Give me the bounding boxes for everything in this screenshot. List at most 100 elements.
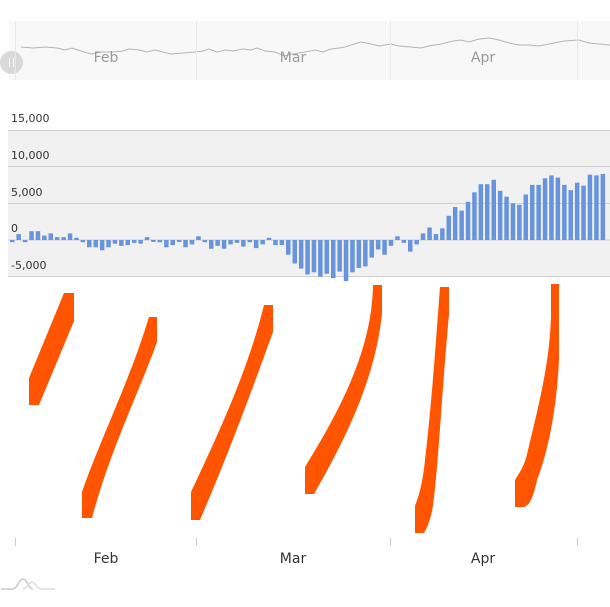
- bar[interactable]: [459, 210, 464, 240]
- bar[interactable]: [427, 227, 432, 241]
- bar[interactable]: [16, 234, 21, 240]
- bar[interactable]: [67, 233, 73, 240]
- bar[interactable]: [485, 184, 490, 240]
- bar[interactable]: [343, 240, 349, 282]
- bar[interactable]: [594, 175, 599, 240]
- bar[interactable]: [209, 240, 214, 249]
- bar[interactable]: [228, 240, 233, 245]
- bar[interactable]: [298, 240, 304, 269]
- bar[interactable]: [266, 237, 272, 240]
- bar[interactable]: [176, 240, 182, 242]
- bar[interactable]: [401, 240, 407, 243]
- bar[interactable]: [555, 177, 561, 240]
- amcharts-logo-icon[interactable]: [1, 575, 56, 595]
- bar[interactable]: [542, 178, 548, 240]
- bar[interactable]: [183, 240, 188, 248]
- bar[interactable]: [587, 174, 593, 240]
- bar[interactable]: [29, 231, 34, 240]
- bar[interactable]: [234, 240, 240, 243]
- bar[interactable]: [112, 240, 118, 244]
- bar[interactable]: [465, 201, 471, 240]
- bar[interactable]: [311, 240, 317, 273]
- bar[interactable]: [510, 203, 516, 240]
- bar[interactable]: [388, 240, 394, 246]
- bar[interactable]: [286, 240, 291, 255]
- bar[interactable]: [61, 237, 66, 240]
- bar[interactable]: [42, 235, 47, 240]
- bar[interactable]: [600, 173, 606, 240]
- bar[interactable]: [530, 184, 535, 240]
- bar[interactable]: [478, 184, 484, 240]
- x-label-apr: Apr: [470, 551, 496, 567]
- bar[interactable]: [138, 240, 143, 244]
- bar[interactable]: [48, 233, 54, 240]
- scrollbar-grip-icon[interactable]: [0, 51, 23, 74]
- bar[interactable]: [279, 240, 285, 246]
- bar[interactable]: [157, 240, 163, 243]
- bar[interactable]: [241, 240, 246, 247]
- bar[interactable]: [472, 192, 477, 240]
- bar[interactable]: [350, 240, 355, 273]
- bar[interactable]: [22, 240, 28, 243]
- bar[interactable]: [221, 240, 227, 249]
- bar[interactable]: [144, 237, 150, 240]
- bar[interactable]: [189, 240, 195, 245]
- bar[interactable]: [549, 175, 554, 240]
- bar[interactable]: [446, 215, 452, 240]
- bar[interactable]: [452, 207, 458, 240]
- bar[interactable]: [433, 234, 439, 240]
- bar[interactable]: [10, 240, 15, 243]
- x-tick: [577, 538, 578, 546]
- bar[interactable]: [253, 240, 259, 249]
- bar[interactable]: [420, 233, 426, 240]
- bar[interactable]: [292, 240, 298, 264]
- bar[interactable]: [369, 240, 375, 258]
- bar[interactable]: [581, 185, 586, 240]
- bar[interactable]: [337, 240, 342, 272]
- bar[interactable]: [497, 190, 503, 240]
- bar[interactable]: [74, 237, 79, 240]
- bar[interactable]: [491, 179, 497, 240]
- bar[interactable]: [382, 240, 387, 255]
- bar[interactable]: [536, 184, 541, 240]
- bar[interactable]: [54, 237, 60, 240]
- bar[interactable]: [93, 240, 99, 248]
- bar[interactable]: [215, 240, 220, 246]
- bar[interactable]: [440, 228, 445, 240]
- bar[interactable]: [80, 240, 86, 243]
- bar[interactable]: [132, 240, 137, 243]
- bar[interactable]: [574, 182, 580, 240]
- bar[interactable]: [408, 240, 413, 252]
- bar[interactable]: [356, 240, 362, 268]
- bar[interactable]: [87, 240, 92, 248]
- bar[interactable]: [151, 240, 156, 242]
- bar[interactable]: [414, 240, 419, 245]
- bar[interactable]: [202, 240, 208, 243]
- bar[interactable]: [170, 240, 176, 246]
- bar[interactable]: [273, 240, 278, 246]
- bar[interactable]: [331, 240, 336, 279]
- bar[interactable]: [305, 240, 310, 275]
- scrollbar-label-mar: Mar: [279, 50, 307, 66]
- bar[interactable]: [318, 240, 323, 277]
- gridline-15000: [8, 130, 610, 131]
- bar[interactable]: [324, 240, 330, 274]
- bar[interactable]: [35, 231, 41, 240]
- bar[interactable]: [523, 194, 529, 241]
- bar[interactable]: [196, 236, 201, 240]
- bar[interactable]: [164, 240, 169, 248]
- bar[interactable]: [568, 190, 574, 240]
- bar[interactable]: [260, 240, 265, 245]
- bar[interactable]: [375, 240, 381, 250]
- bar[interactable]: [125, 240, 131, 246]
- bar[interactable]: [247, 240, 253, 243]
- bar[interactable]: [395, 236, 400, 240]
- bar[interactable]: [119, 240, 124, 246]
- bar[interactable]: [517, 204, 522, 240]
- bar[interactable]: [363, 240, 368, 267]
- scrollbar-overview[interactable]: [0, 21, 610, 80]
- bar[interactable]: [99, 240, 105, 251]
- bar[interactable]: [562, 184, 567, 240]
- bar[interactable]: [106, 240, 111, 248]
- bar[interactable]: [504, 196, 509, 240]
